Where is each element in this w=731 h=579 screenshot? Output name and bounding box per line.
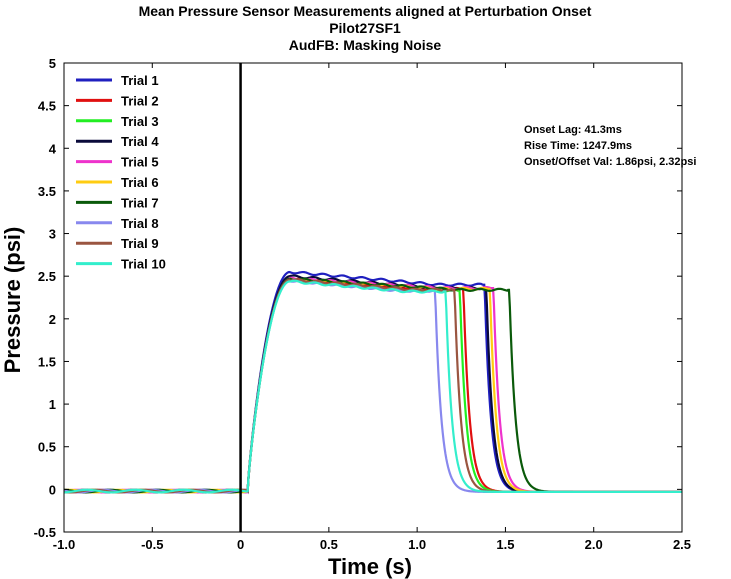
legend-label: Trial 6 <box>121 175 159 190</box>
legend-label: Trial 3 <box>121 114 159 129</box>
plot-frame <box>63 62 683 533</box>
legend-label: Trial 7 <box>121 195 159 210</box>
legend-entry-trial-8: Trial 8 <box>76 216 159 231</box>
legend-label: Trial 8 <box>121 216 159 231</box>
y-tick-label: 2.5 <box>38 269 56 284</box>
y-tick-label: 3 <box>49 227 56 242</box>
y-tick-label: 3.5 <box>38 184 56 199</box>
axes-layer: -1.0 -0.5 0 0.5 1.0 1.5 2.0 2.5-0.500.511.522.5… <box>34 56 691 552</box>
x-axis-label: Time (s) <box>328 554 412 579</box>
legend-entry-trial-6: Trial 6 <box>76 175 159 190</box>
legend-label: Trial 2 <box>121 93 159 108</box>
x-tick-label: 2.0 <box>585 537 603 552</box>
y-tick-label: 0 <box>49 482 56 497</box>
x-tick-label: 2.5 <box>673 537 691 552</box>
annotation-rise-time: Rise Time: 1247.9ms <box>524 140 632 152</box>
y-tick-label: 4.5 <box>38 99 56 114</box>
chart-title-line-2: Pilot27SF1 <box>329 20 401 36</box>
chart-title-line-3: AudFB: Masking Noise <box>289 37 442 53</box>
y-tick-label: 4 <box>49 141 57 156</box>
legend-label: Trial 4 <box>121 134 159 149</box>
annotation-box: Onset Lag: 41.3ms Rise Time: 1247.9ms On… <box>524 124 696 168</box>
y-tick-label: -0.5 <box>34 525 56 540</box>
legend-label: Trial 5 <box>121 155 159 170</box>
x-tick-label: -0.5 <box>141 537 163 552</box>
chart-titles: Mean Pressure Sensor Measurements aligne… <box>139 3 592 53</box>
series-layer <box>63 63 682 532</box>
y-tick-label: 1.5 <box>38 354 56 369</box>
legend-entry-trial-3: Trial 3 <box>76 114 159 129</box>
legend-entry-trial-10: Trial 10 <box>76 257 166 272</box>
annotation-onset-offset-val: Onset/Offset Val: 1.86psi, 2.32psi <box>524 156 696 168</box>
x-tick-label: -1.0 <box>53 537 75 552</box>
legend-entry-trial-9: Trial 9 <box>76 236 159 251</box>
legend-entry-trial-5: Trial 5 <box>76 155 159 170</box>
legend: Trial 1 Trial 2 Trial 3 Trial 4 Trial 5 Trial… <box>76 73 166 272</box>
x-tick-label: 0.5 <box>320 537 338 552</box>
series-line-trial-10 <box>63 279 682 494</box>
y-axis-label: Pressure (psi) <box>0 227 25 374</box>
y-tick-label: 2 <box>49 312 56 327</box>
y-tick-label: 1 <box>49 397 56 412</box>
x-tick-label: 0 <box>237 537 244 552</box>
legend-entry-trial-1: Trial 1 <box>76 73 159 88</box>
x-tick-label: 1.5 <box>496 537 514 552</box>
legend-label: Trial 10 <box>121 257 166 272</box>
y-tick-label: 0.5 <box>38 440 56 455</box>
y-tick-label: 5 <box>49 56 56 71</box>
chart-title-line-1: Mean Pressure Sensor Measurements aligne… <box>139 3 592 19</box>
legend-entry-trial-4: Trial 4 <box>76 134 159 149</box>
x-tick-label: 1.0 <box>408 537 426 552</box>
annotation-onset-lag: Onset Lag: 41.3ms <box>524 124 622 136</box>
plot-area <box>64 63 682 532</box>
legend-entry-trial-7: Trial 7 <box>76 195 159 210</box>
legend-entry-trial-2: Trial 2 <box>76 93 159 108</box>
legend-label: Trial 1 <box>121 73 159 88</box>
legend-label: Trial 9 <box>121 236 159 251</box>
plot-background <box>64 63 682 532</box>
